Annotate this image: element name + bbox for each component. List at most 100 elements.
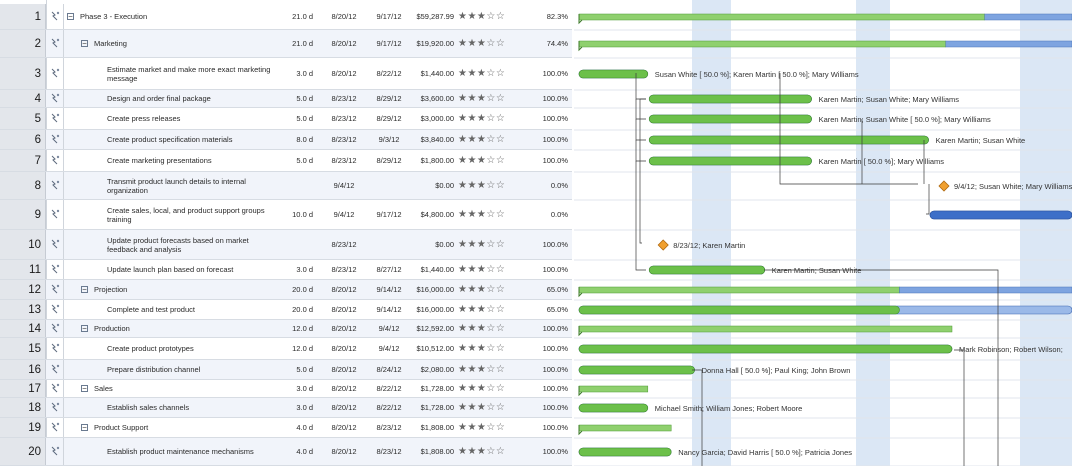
task-row[interactable]: 4 Design and order final package 5.0 d 8/23… [0,90,572,108]
task-name-cell[interactable]: − Projection [65,280,275,299]
task-name-cell[interactable]: Create product specification materials [65,130,275,149]
summary-bar-remaining [899,286,1072,294]
task-cost: $1,728.00 [420,403,454,412]
collapse-toggle-icon[interactable]: − [81,423,88,432]
row-icon-cell[interactable] [47,438,64,465]
collapse-toggle-icon[interactable]: − [81,384,88,393]
task-duration: 8.0 d [296,135,313,144]
task-row[interactable]: 16 Prepare distribution channel 5.0 d 8/20/… [0,360,572,380]
row-icon-cell[interactable] [47,338,64,359]
collapse-toggle-icon[interactable]: − [81,285,88,294]
task-row[interactable]: 9 Create sales, local, and product suppor… [0,200,572,230]
row-icon-cell[interactable] [47,260,64,279]
task-name-cell[interactable]: Establish sales channels [65,398,275,417]
task-name-cell[interactable]: − Sales [65,380,275,397]
row-number[interactable]: 10 [0,230,46,259]
task-name-cell[interactable]: Create sales, local, and product support… [65,200,275,229]
task-row[interactable]: 17 − Sales 3.0 d 8/20/12 8/22/12 $1,728.00 ★★★☆… [0,380,572,398]
task-name-cell[interactable]: Prepare distribution channel [65,360,275,379]
task-name-cell[interactable]: Create marketing presentations [65,150,275,171]
task-row[interactable]: 8 Transmit product launch details to inte… [0,172,572,200]
collapse-toggle-icon[interactable]: − [81,39,88,48]
task-priority: ★★★☆☆ [458,383,506,394]
task-row[interactable]: 13 Complete and test product 20.0 d 8/20/12… [0,300,572,320]
task-name-cell[interactable]: Update product forecasts based on market… [65,230,275,259]
collapse-toggle-icon[interactable]: − [67,12,74,21]
task-row[interactable]: 15 Create product prototypes 12.0 d 8/20/12… [0,338,572,360]
row-icon-cell[interactable] [47,4,64,29]
summary-bracket [578,41,583,52]
row-icon-cell[interactable] [47,360,64,379]
row-icon-cell[interactable] [47,150,64,171]
row-number[interactable]: 7 [0,150,46,171]
row-number[interactable]: 8 [0,172,46,199]
task-row[interactable]: 19 − Product Support 4.0 d 8/20/12 8/23/12 $1,… [0,418,572,438]
task-row[interactable]: 12 − Projection 20.0 d 8/20/12 9/14/12 $16,000… [0,280,572,300]
task-name-cell[interactable]: Create press releases [65,108,275,129]
row-icon-cell[interactable] [47,90,64,107]
task-name-cell[interactable]: − Marketing [65,30,275,57]
row-number[interactable]: 14 [0,320,46,337]
task-name-cell[interactable]: Update launch plan based on forecast [65,260,275,279]
task-duration: 21.0 d [292,12,313,21]
row-icon-cell[interactable] [47,380,64,397]
task-percent-complete: 100.0% [542,447,568,456]
row-icon-cell[interactable] [47,280,64,299]
task-row[interactable]: 20 Establish product maintenance mechanis… [0,438,572,466]
task-name-cell[interactable]: Establish product maintenance mechanisms [65,438,275,465]
task-cost: $12,592.00 [416,324,454,333]
row-icon-cell[interactable] [47,108,64,129]
row-number[interactable]: 17 [0,380,46,397]
task-row[interactable]: 18 Establish sales channels 3.0 d 8/20/12 8/… [0,398,572,418]
dependency-link [635,161,646,271]
row-number[interactable]: 19 [0,418,46,437]
row-number[interactable]: 11 [0,260,46,279]
row-icon-cell[interactable] [47,30,64,57]
row-number[interactable]: 4 [0,90,46,107]
task-row[interactable]: 3 Estimate market and make more exact mar… [0,58,572,90]
task-row[interactable]: 6 Create product specification materials 8… [0,130,572,150]
row-number[interactable]: 15 [0,338,46,359]
task-name-cell[interactable]: − Phase 3 - Execution [65,4,275,29]
task-name-cell[interactable]: Complete and test product [65,300,275,319]
row-icon-cell[interactable] [47,300,64,319]
row-number[interactable]: 5 [0,108,46,129]
row-icon-cell[interactable] [47,418,64,437]
row-icon-cell[interactable] [47,130,64,149]
task-start: 8/20/12 [331,447,357,456]
task-row[interactable]: 5 Create press releases 5.0 d 8/23/12 8/29/1… [0,108,572,130]
collapse-toggle-icon[interactable]: − [81,324,88,333]
task-name-cell[interactable]: Design and order final package [65,90,275,107]
row-number[interactable]: 3 [0,58,46,89]
task-row[interactable]: 1 − Phase 3 - Execution 21.0 d 8/20/12 9/17/1… [0,4,572,30]
task-row[interactable]: 2 − Marketing 21.0 d 8/20/12 9/17/12 $19,920.0… [0,30,572,58]
row-number[interactable]: 2 [0,30,46,57]
row-icon-cell[interactable] [47,320,64,337]
task-name-cell[interactable]: − Product Support [65,418,275,437]
row-icon-cell[interactable] [47,58,64,89]
row-number[interactable]: 13 [0,300,46,319]
row-number[interactable]: 20 [0,438,46,465]
row-number[interactable]: 12 [0,280,46,299]
row-number[interactable]: 18 [0,398,46,417]
row-number[interactable]: 16 [0,360,46,379]
task-name-cell[interactable]: Create product prototypes [65,338,275,359]
task-row[interactable]: 14 − Production 12.0 d 8/20/12 9/4/12 $12,592.… [0,320,572,338]
row-icon-cell[interactable] [47,398,64,417]
summary-bar-progress [578,40,947,48]
task-name-cell[interactable]: Estimate market and make more exact mark… [65,58,275,89]
task-finish: 8/22/12 [376,69,402,78]
task-row[interactable]: 10 Update product forecasts based on mark… [0,230,572,260]
task-name-cell[interactable]: − Production [65,320,275,337]
row-number[interactable]: 9 [0,200,46,229]
row-number[interactable]: 6 [0,130,46,149]
task-icon [50,180,60,192]
row-icon-cell[interactable] [47,172,64,199]
task-row[interactable]: 7 Create marketing presentations 5.0 d 8/23… [0,150,572,172]
row-number[interactable]: 1 [0,4,46,29]
task-name-cell[interactable]: Transmit product launch details to inter… [65,172,275,199]
row-icon-cell[interactable] [47,230,64,259]
task-name: Create product prototypes [107,344,194,353]
task-row[interactable]: 11 Update launch plan based on forecast 3.… [0,260,572,280]
row-icon-cell[interactable] [47,200,64,229]
